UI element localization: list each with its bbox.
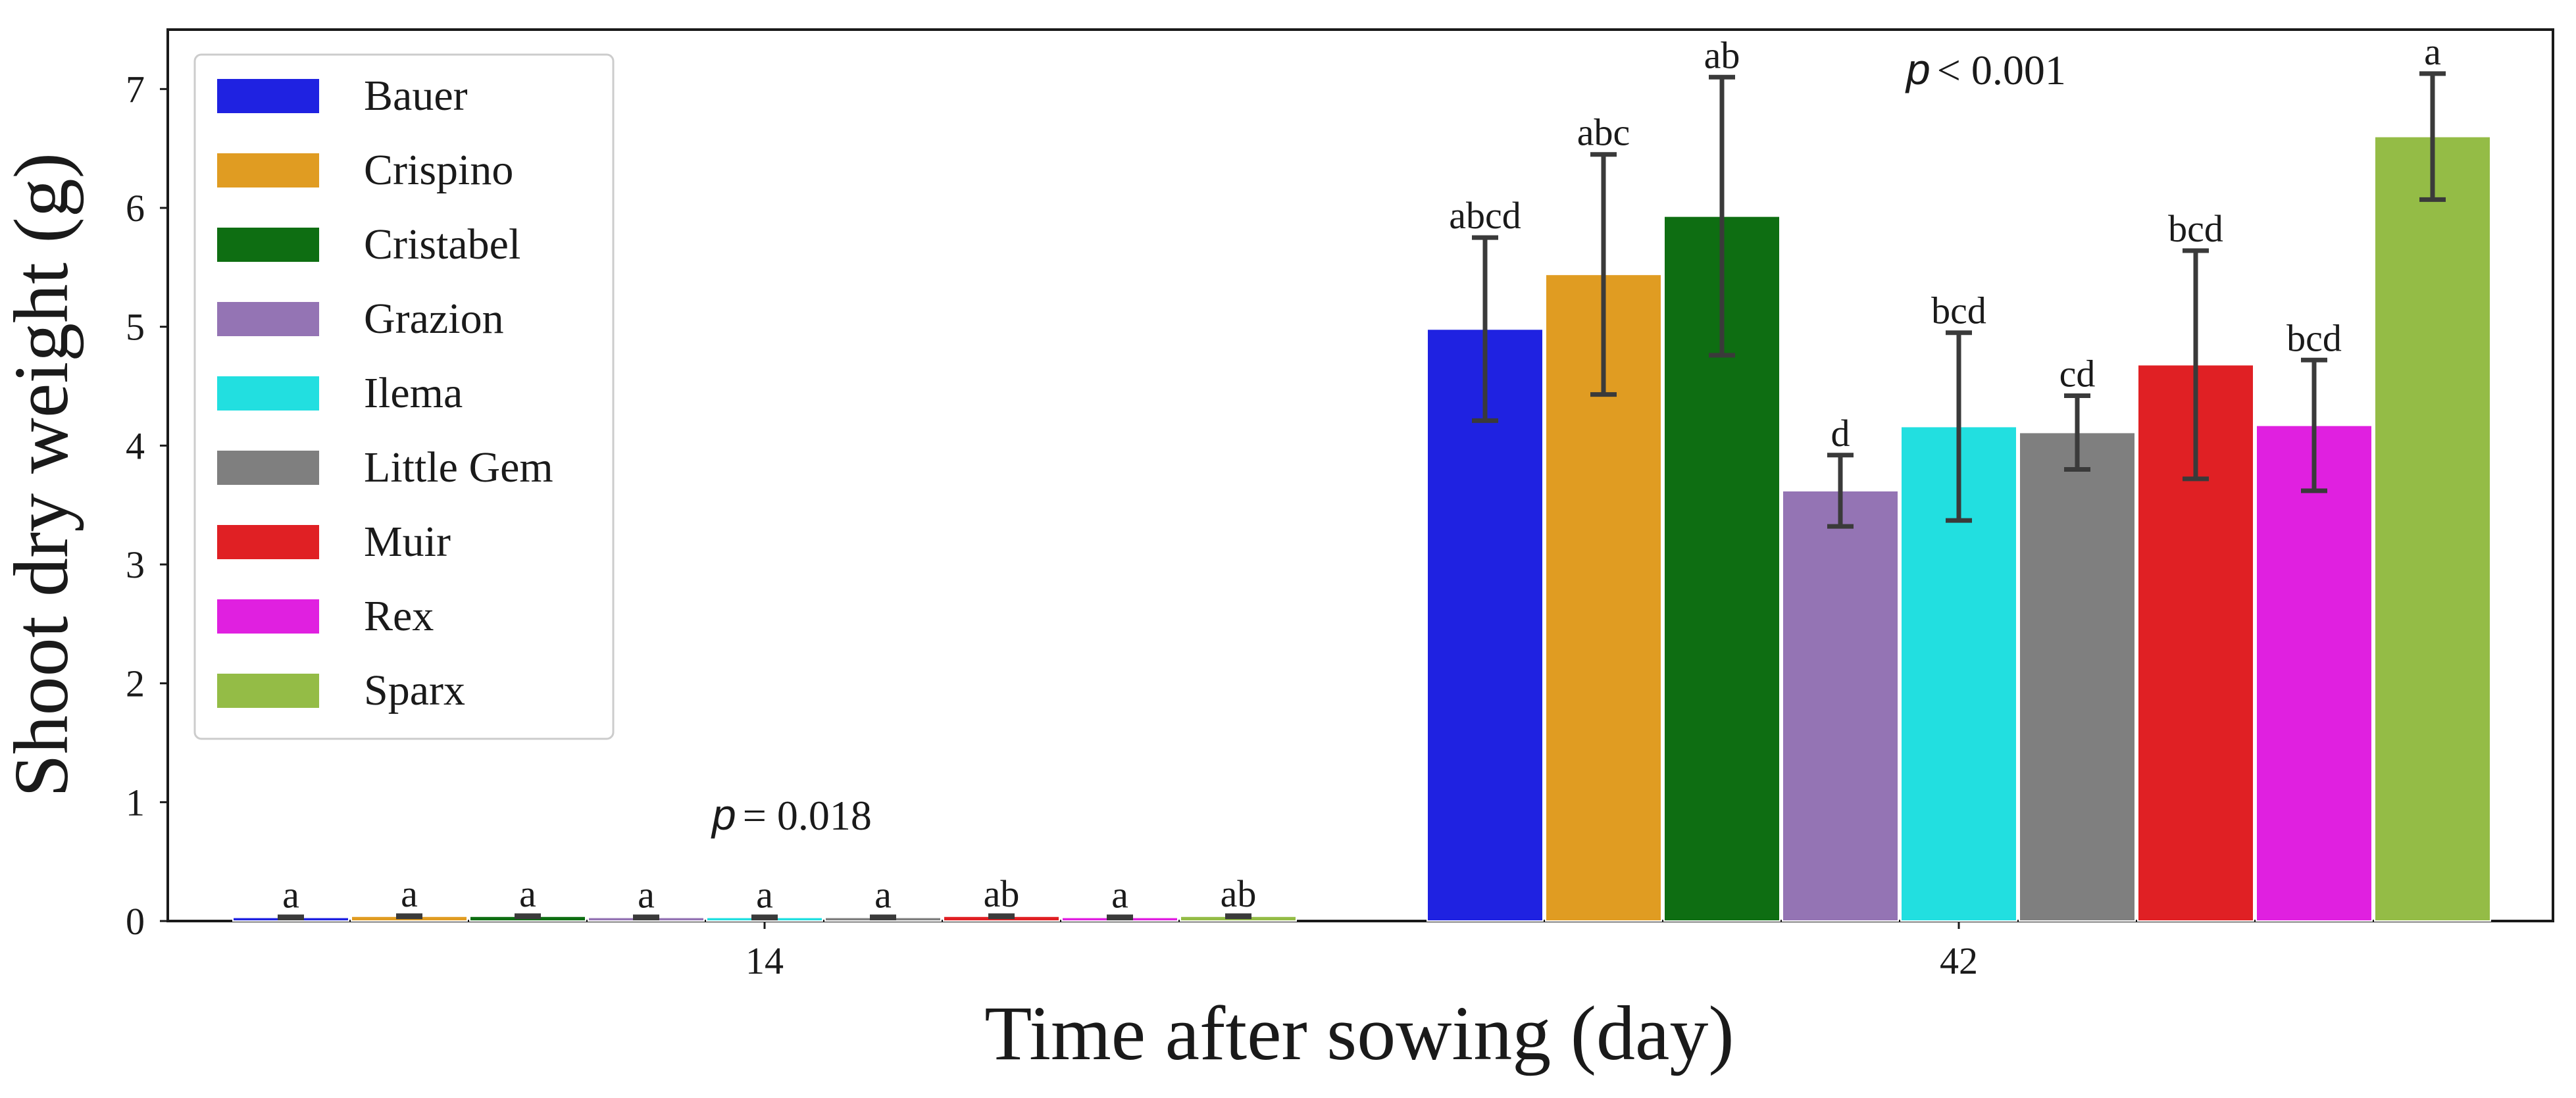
significance-letter: ab bbox=[984, 872, 1020, 915]
p-value-annotations: p = 0.018 p < 0.001 bbox=[711, 45, 2066, 839]
legend-item-ilema: Ilema bbox=[217, 369, 463, 417]
legend-item-grazion: Grazion bbox=[217, 295, 504, 343]
legend-swatch bbox=[217, 451, 319, 485]
x-axis-ticks: 14 42 bbox=[745, 921, 1978, 982]
significance-letter: a bbox=[756, 874, 773, 916]
y-tick-label: 7 bbox=[126, 68, 145, 111]
y-tick-label: 6 bbox=[126, 187, 145, 230]
y-tick-label: 3 bbox=[126, 543, 145, 586]
y-axis-label: Shoot dry weight (g) bbox=[0, 153, 84, 797]
bar-bauer-day42 bbox=[1427, 328, 1544, 922]
x-axis-label: Time after sowing (day) bbox=[984, 990, 1734, 1076]
error-bar bbox=[2064, 393, 2090, 472]
error-bar bbox=[278, 914, 304, 920]
legend-label: Rex bbox=[364, 592, 434, 640]
y-tick-label: 2 bbox=[126, 662, 145, 705]
significance-letter: a bbox=[519, 872, 536, 915]
error-bar bbox=[1225, 913, 1251, 920]
legend-swatch bbox=[217, 599, 319, 634]
error-bar bbox=[1946, 330, 1972, 523]
x-tick-label: 14 bbox=[745, 939, 784, 982]
significance-letter: ab bbox=[1704, 34, 1740, 76]
error-bar bbox=[870, 914, 896, 920]
legend-frame bbox=[193, 53, 615, 740]
error-bar bbox=[515, 913, 541, 920]
error-bar bbox=[633, 914, 659, 920]
legend-label: Ilema bbox=[364, 369, 463, 417]
legend-swatch bbox=[217, 228, 319, 262]
legend-item-bauer: Bauer bbox=[217, 72, 468, 120]
p-value-annotation: p < 0.001 bbox=[1905, 45, 2066, 93]
error-bar bbox=[1827, 453, 1854, 529]
legend-label: Bauer bbox=[364, 72, 468, 120]
legend-label: Grazion bbox=[364, 295, 504, 343]
legend-swatch bbox=[217, 302, 319, 336]
legend-swatch bbox=[217, 376, 319, 411]
x-tick-label: 42 bbox=[1940, 939, 1978, 982]
legend-item-cristabel: Cristabel bbox=[217, 220, 520, 268]
significance-letter: a bbox=[282, 874, 299, 916]
error-bar bbox=[1590, 152, 1617, 397]
error-bar bbox=[2183, 248, 2209, 482]
significance-letter: bcd bbox=[1931, 289, 1986, 332]
y-axis-ticks: 0 1 2 3 4 5 6 7 bbox=[126, 68, 168, 943]
legend-swatch bbox=[217, 525, 319, 559]
legend-item-little-gem: Little Gem bbox=[217, 443, 553, 491]
legend-item-rex: Rex bbox=[217, 592, 434, 640]
significance-letter: bcd bbox=[2168, 207, 2223, 250]
y-tick-label: 0 bbox=[126, 900, 145, 943]
legend-item-sparx: Sparx bbox=[217, 666, 465, 714]
significance-letter: ab bbox=[1221, 872, 1257, 915]
error-bar bbox=[2419, 71, 2446, 202]
significance-letter: a bbox=[874, 874, 892, 916]
significance-letter: a bbox=[401, 872, 418, 915]
legend-label: Sparx bbox=[364, 666, 465, 714]
error-bar bbox=[751, 914, 778, 920]
significance-letter: a bbox=[2424, 30, 2441, 73]
legend-swatch bbox=[217, 674, 319, 708]
error-bar bbox=[2301, 357, 2327, 493]
significance-letters-layer: a a a a a a ab a ab abcd abc ab d bcd cd bcd bcd a bbox=[282, 30, 2441, 916]
legend-swatch bbox=[217, 153, 319, 187]
error-bar bbox=[988, 913, 1015, 920]
significance-letter: a bbox=[638, 874, 655, 916]
bar-rex-day42 bbox=[2256, 424, 2373, 922]
error-bar bbox=[1472, 235, 1498, 423]
legend: Bauer Crispino Cristabel Grazion Ilema Little… bbox=[193, 53, 615, 740]
y-tick-label: 4 bbox=[126, 424, 145, 467]
error-bar bbox=[1709, 74, 1735, 358]
error-bar bbox=[396, 913, 422, 920]
error-bars-layer bbox=[278, 71, 2446, 920]
significance-letter: a bbox=[1111, 874, 1128, 916]
legend-label: Cristabel bbox=[364, 220, 520, 268]
significance-letter: cd bbox=[2059, 352, 2096, 395]
legend-label: Crispino bbox=[364, 146, 513, 194]
significance-letter: d bbox=[1831, 412, 1850, 455]
bar-sparx-day42 bbox=[2374, 136, 2491, 922]
legend-item-crispino: Crispino bbox=[217, 146, 513, 194]
legend-item-muir: Muir bbox=[217, 518, 451, 566]
error-bar bbox=[1107, 914, 1133, 920]
bar-grazion-day42 bbox=[1782, 489, 1899, 922]
legend-label: Little Gem bbox=[364, 443, 553, 491]
p-value-annotation: p = 0.018 bbox=[711, 790, 872, 839]
significance-letter: abcd bbox=[1449, 194, 1521, 237]
y-tick-label: 1 bbox=[126, 781, 145, 824]
bar-little-gem-day42 bbox=[2019, 432, 2136, 922]
y-tick-label: 5 bbox=[126, 306, 145, 349]
legend-label: Muir bbox=[364, 518, 451, 566]
significance-letter: abc bbox=[1577, 111, 1630, 154]
legend-swatch bbox=[217, 79, 319, 113]
significance-letter: bcd bbox=[2286, 316, 2342, 359]
